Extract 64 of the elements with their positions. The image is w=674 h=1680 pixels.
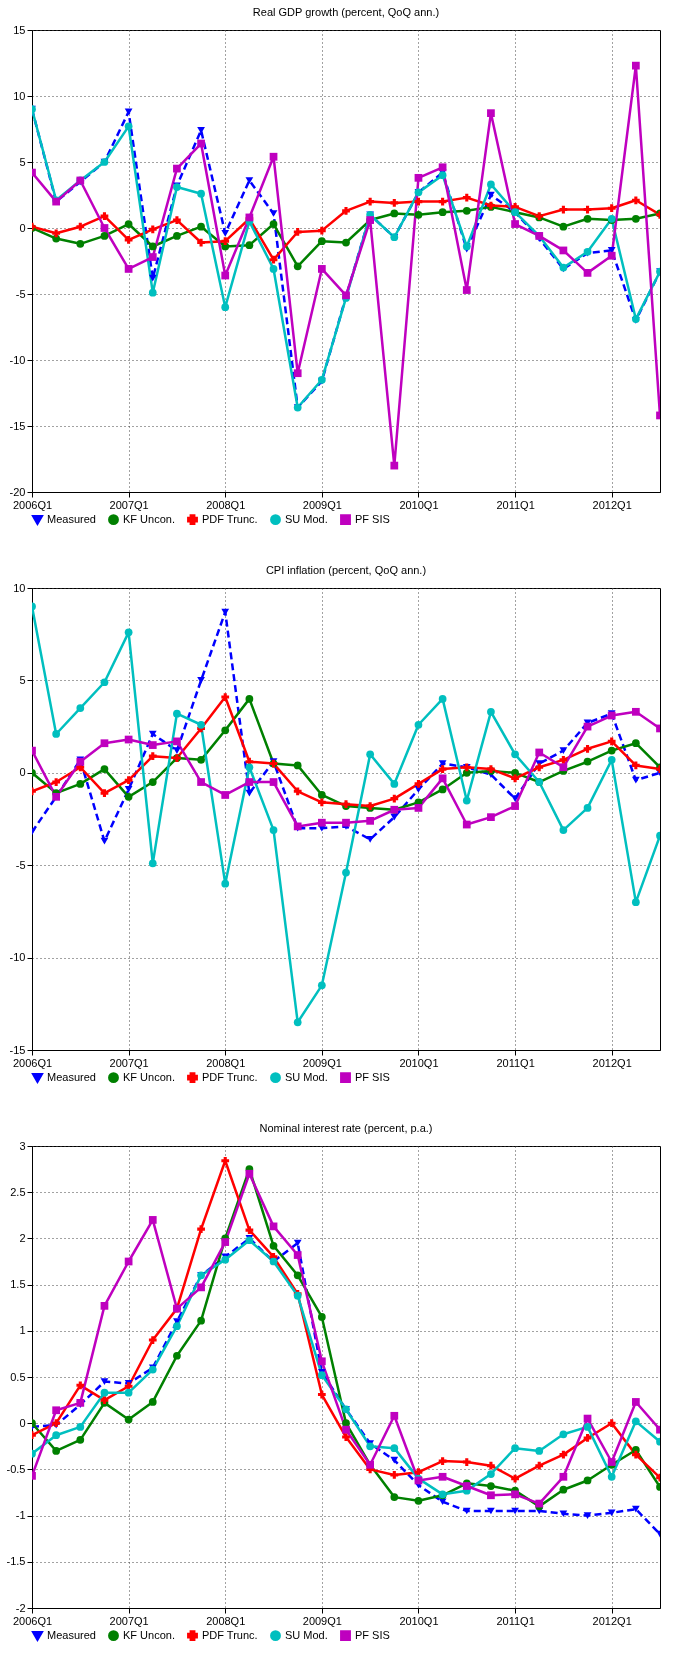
chart-title: CPI inflation (percent, QoQ ann.): [265, 564, 427, 576]
legend-label: Measured: [47, 1070, 96, 1083]
x-tick-label: 2010Q1: [399, 1056, 439, 1069]
y-tick-label: 2: [19, 1231, 26, 1244]
x-tick-label: 2012Q1: [592, 1056, 632, 1069]
legend-label: KF Uncon.: [123, 1070, 175, 1083]
x-tick-label: 2010Q1: [399, 1614, 439, 1627]
y-tick-label: -10: [9, 353, 26, 366]
x-tick-label: 2011Q1: [496, 1056, 535, 1069]
y-tick-label: 5: [19, 155, 26, 168]
y-tick-label: 1.5: [10, 1278, 26, 1291]
x-tick-label: 2011Q1: [496, 1614, 535, 1627]
y-tick-label: 3: [19, 1139, 26, 1152]
y-tick-label: -20: [9, 485, 26, 498]
y-tick-label: -1.5: [6, 1555, 26, 1568]
chart-title: Real GDP growth (percent, QoQ ann.): [252, 6, 440, 18]
x-tick-label: 2009Q1: [302, 498, 342, 511]
x-tick-label: 2006Q1: [12, 1056, 53, 1069]
x-tick-label: 2009Q1: [302, 1614, 342, 1627]
y-tick-label: -10: [9, 951, 26, 964]
y-tick-label: 1: [19, 1324, 26, 1337]
x-tick-label: 2007Q1: [109, 1056, 149, 1069]
legend-label: PF SIS: [355, 1628, 390, 1641]
y-tick-label: 0.5: [10, 1370, 26, 1383]
legend-label: PDF Trunc.: [202, 1070, 258, 1083]
x-tick-label: 2012Q1: [592, 498, 632, 511]
chart-title: Nominal interest rate (percent, p.a.): [259, 1122, 433, 1134]
y-tick-label: 0: [19, 1416, 26, 1429]
y-tick-label: 0: [19, 766, 26, 779]
x-tick-label: 2008Q1: [206, 1056, 246, 1069]
x-tick-label: 2008Q1: [206, 1614, 246, 1627]
x-tick-label: 2007Q1: [109, 1614, 149, 1627]
y-tick-label: -1: [15, 1509, 26, 1522]
legend-label: PF SIS: [355, 1070, 390, 1083]
legend-label: KF Uncon.: [123, 512, 175, 525]
x-tick-label: 2009Q1: [302, 1056, 342, 1069]
y-tick-label: 5: [19, 673, 26, 686]
legend-label: PDF Trunc.: [202, 512, 258, 525]
y-tick-label: 15: [13, 23, 26, 36]
x-tick-label: 2010Q1: [399, 498, 439, 511]
x-tick-label: 2011Q1: [496, 498, 535, 511]
y-tick-label: -15: [9, 1043, 26, 1056]
x-tick-label: 2012Q1: [592, 1614, 632, 1627]
legend-label: Measured: [47, 1628, 96, 1641]
legend-label: Measured: [47, 512, 96, 525]
legend-label: KF Uncon.: [123, 1628, 175, 1641]
y-tick-label: 10: [13, 89, 26, 102]
x-tick-label: 2006Q1: [12, 498, 53, 511]
x-tick-label: 2008Q1: [206, 498, 246, 511]
x-tick-label: 2006Q1: [12, 1614, 53, 1627]
legend-label: SU Mod.: [285, 1628, 328, 1641]
y-tick-label: -0.5: [6, 1462, 26, 1475]
y-tick-label: -15: [9, 419, 26, 432]
legend-label: PDF Trunc.: [202, 1628, 258, 1641]
y-tick-label: -2: [15, 1601, 26, 1614]
x-tick-label: 2007Q1: [109, 498, 149, 511]
y-tick-label: 0: [19, 221, 26, 234]
y-tick-label: 2.5: [10, 1185, 26, 1198]
y-tick-label: 10: [13, 581, 26, 594]
legend-label: SU Mod.: [285, 1070, 328, 1083]
legend-label: SU Mod.: [285, 512, 328, 525]
y-tick-label: -5: [15, 287, 26, 300]
legend-label: PF SIS: [355, 512, 390, 525]
y-tick-label: -5: [15, 858, 26, 871]
